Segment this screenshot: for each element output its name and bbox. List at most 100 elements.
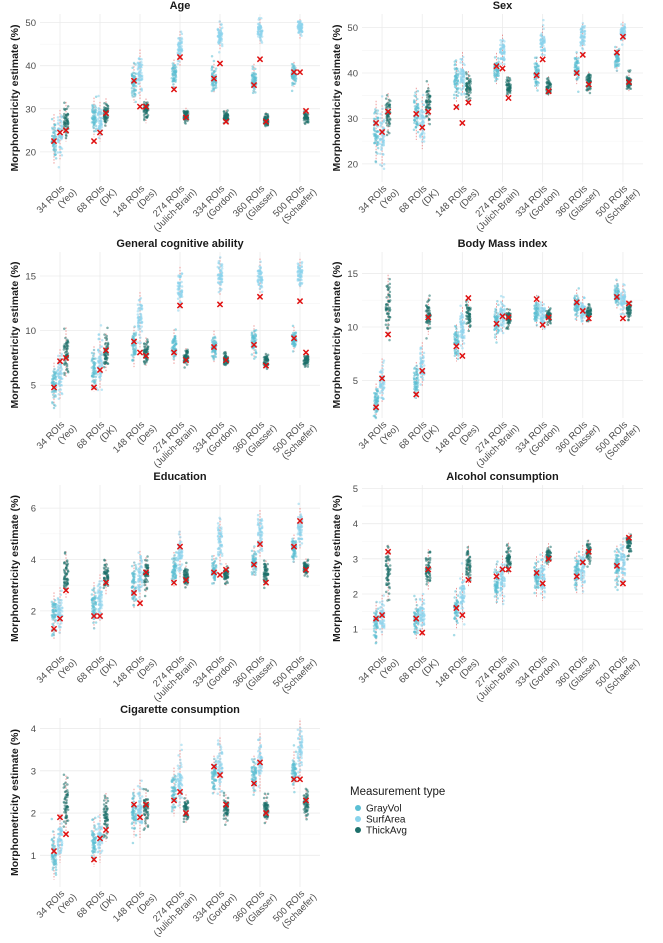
data-point bbox=[258, 24, 262, 27]
data-point bbox=[51, 374, 54, 377]
data-point bbox=[93, 114, 97, 117]
data-point bbox=[533, 312, 536, 315]
data-point bbox=[577, 90, 580, 94]
data-point bbox=[466, 315, 470, 318]
data-point bbox=[585, 311, 588, 314]
data-point bbox=[416, 373, 419, 376]
data-point bbox=[427, 92, 430, 96]
data-point bbox=[58, 127, 62, 131]
data-point bbox=[533, 304, 536, 308]
estimate-marker bbox=[50, 137, 58, 145]
data-point bbox=[259, 286, 262, 289]
data-point bbox=[623, 291, 627, 294]
data-point bbox=[59, 380, 63, 383]
data-point bbox=[220, 32, 224, 35]
data-point bbox=[210, 65, 214, 68]
data-point bbox=[576, 314, 579, 318]
data-point bbox=[259, 38, 262, 42]
data-point bbox=[387, 103, 390, 107]
data-point bbox=[582, 35, 586, 38]
data-point bbox=[388, 282, 392, 286]
data-point bbox=[388, 117, 392, 121]
data-point bbox=[534, 66, 538, 69]
data-point bbox=[299, 23, 303, 27]
data-point bbox=[178, 59, 181, 63]
data-point bbox=[140, 304, 144, 307]
data-point bbox=[626, 314, 629, 317]
data-point bbox=[91, 103, 94, 107]
data-point bbox=[499, 310, 502, 314]
data-point bbox=[179, 38, 182, 41]
data-point bbox=[303, 363, 306, 366]
data-point bbox=[106, 104, 110, 108]
data-point bbox=[59, 124, 63, 127]
data-point bbox=[614, 286, 617, 290]
data-point bbox=[623, 299, 626, 303]
data-point bbox=[90, 374, 94, 378]
data-point bbox=[619, 313, 623, 316]
estimate-marker bbox=[142, 103, 150, 110]
data-point bbox=[428, 294, 431, 297]
data-point bbox=[139, 341, 142, 345]
data-point bbox=[306, 115, 309, 119]
x-tick-label: 274 ROIs(Julich-Brain) bbox=[467, 415, 522, 470]
data-point bbox=[180, 285, 184, 288]
data-point bbox=[619, 297, 622, 301]
data-point bbox=[138, 298, 142, 302]
data-point bbox=[456, 349, 460, 352]
data-point bbox=[549, 83, 553, 86]
data-point bbox=[382, 167, 386, 171]
data-point bbox=[469, 324, 472, 328]
data-point bbox=[453, 335, 456, 339]
data-point bbox=[416, 89, 420, 93]
data-point bbox=[462, 342, 466, 345]
data-point bbox=[493, 313, 497, 316]
data-point bbox=[580, 46, 584, 50]
data-point bbox=[581, 21, 585, 25]
estimate-marker bbox=[302, 349, 310, 356]
data-point bbox=[91, 107, 95, 111]
data-point bbox=[465, 72, 468, 76]
data-point bbox=[92, 348, 96, 352]
data-point bbox=[499, 319, 502, 322]
data-point bbox=[94, 591, 97, 595]
data-point bbox=[217, 266, 221, 270]
data-point bbox=[211, 336, 215, 339]
data-point bbox=[455, 81, 459, 85]
data-point bbox=[291, 324, 295, 328]
data-point bbox=[138, 70, 142, 74]
data-point bbox=[382, 143, 385, 147]
data-point bbox=[130, 86, 134, 90]
data-point bbox=[220, 23, 223, 26]
data-point bbox=[259, 260, 262, 264]
data-point bbox=[456, 333, 460, 337]
data-point bbox=[456, 357, 460, 361]
data-point bbox=[461, 333, 464, 337]
data-point bbox=[222, 352, 226, 355]
estimate-marker bbox=[216, 60, 224, 67]
series-grayvol bbox=[50, 55, 298, 164]
data-point bbox=[253, 71, 256, 74]
data-point bbox=[625, 311, 629, 315]
data-point bbox=[416, 367, 419, 371]
data-point bbox=[426, 319, 429, 323]
data-point bbox=[536, 307, 539, 310]
data-point bbox=[373, 110, 377, 114]
data-point bbox=[376, 389, 380, 393]
data-point bbox=[212, 59, 216, 63]
data-point bbox=[92, 352, 96, 355]
data-point bbox=[499, 51, 502, 54]
data-point bbox=[103, 333, 106, 336]
data-point bbox=[97, 94, 100, 98]
data-point bbox=[373, 134, 377, 137]
data-point bbox=[253, 78, 256, 82]
data-point bbox=[539, 301, 542, 304]
data-point bbox=[98, 372, 102, 375]
data-point bbox=[226, 109, 229, 112]
data-point bbox=[534, 306, 537, 310]
data-point bbox=[378, 139, 382, 142]
data-point bbox=[291, 83, 294, 87]
data-point bbox=[96, 113, 100, 116]
data-point bbox=[173, 70, 176, 73]
data-point bbox=[386, 130, 390, 133]
